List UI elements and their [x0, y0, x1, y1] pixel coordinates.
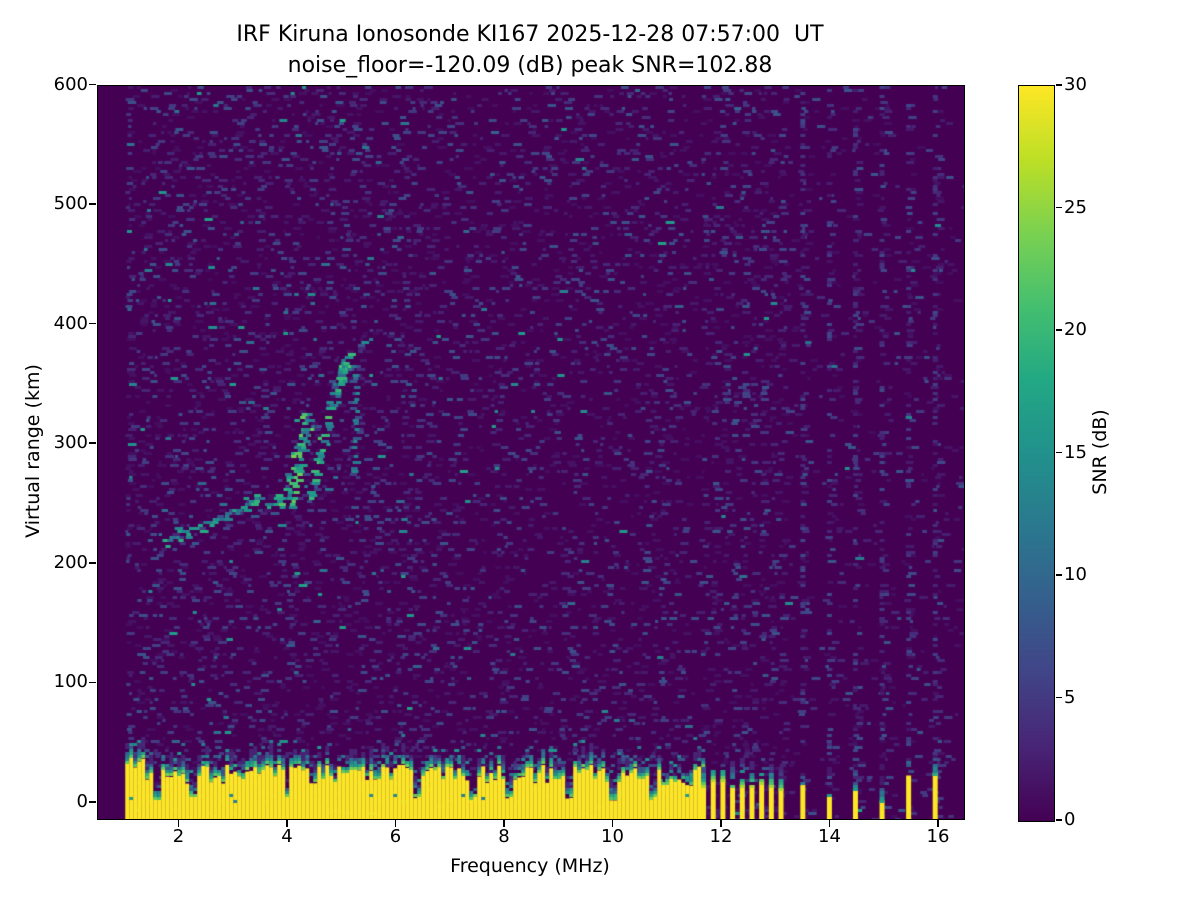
x-tick-label: 2: [172, 826, 185, 847]
y-tick-label: 500: [53, 193, 88, 215]
x-tick-label: 14: [818, 826, 841, 847]
x-tick-label: 6: [389, 826, 402, 847]
y-tick-mark: [89, 562, 96, 564]
y-tick-mark: [89, 203, 96, 205]
colorbar-tick-label: 25: [1064, 196, 1087, 218]
chart-subtitle: noise_floor=-120.09 (dB) peak SNR=102.88: [287, 53, 773, 78]
x-tick-mark: [177, 820, 180, 827]
x-tick-mark: [286, 820, 288, 827]
colorbar-tick-mark: [1056, 329, 1062, 331]
colorbar-tick-label: 5: [1064, 686, 1076, 708]
colorbar-tick-label: 30: [1064, 74, 1087, 95]
colorbar-tick-label: 20: [1064, 319, 1087, 340]
y-tick-mark: [89, 801, 96, 803]
y-tick-mark: [89, 83, 96, 86]
x-tick-mark: [394, 820, 397, 827]
colorbar-tick-mark: [1056, 84, 1062, 86]
colorbar-tick-label: 15: [1064, 441, 1087, 463]
colorbar-tick-mark: [1056, 574, 1062, 576]
x-tick-mark: [937, 820, 939, 827]
ionogram-heatmap: [98, 86, 964, 819]
plot-area: [97, 85, 965, 820]
x-tick-mark: [720, 820, 722, 827]
x-tick-label: 10: [601, 826, 624, 847]
x-tick-label: 12: [709, 826, 733, 847]
y-tick-mark: [89, 322, 96, 325]
colorbar-tick-mark: [1056, 451, 1062, 454]
x-axis-label: Frequency (MHz): [450, 855, 610, 877]
colorbar-tick-mark: [1056, 206, 1062, 209]
colorbar: [1018, 85, 1055, 822]
x-tick-label: 4: [281, 826, 293, 847]
x-tick-label: 16: [926, 826, 950, 847]
y-tick-mark: [89, 681, 96, 684]
y-tick-label: 600: [53, 73, 88, 95]
chart-title: IRF Kiruna Ionosonde KI167 2025-12-28 07…: [236, 22, 824, 47]
colorbar-tick-label: 0: [1064, 809, 1076, 830]
colorbar-tick-mark: [1056, 819, 1062, 821]
x-tick-label: 8: [498, 826, 510, 847]
x-tick-mark: [611, 820, 614, 827]
x-tick-mark: [828, 820, 831, 827]
x-tick-mark: [503, 820, 505, 827]
y-tick-label: 0: [76, 791, 88, 812]
y-tick-mark: [89, 442, 96, 445]
colorbar-tick-mark: [1056, 696, 1062, 699]
y-tick-label: 400: [53, 312, 88, 334]
colorbar-tick-label: 10: [1064, 564, 1087, 585]
y-tick-label: 300: [53, 432, 88, 454]
y-tick-label: 200: [53, 551, 88, 573]
y-tick-label: 100: [53, 671, 88, 693]
colorbar-gradient: [1019, 86, 1054, 821]
